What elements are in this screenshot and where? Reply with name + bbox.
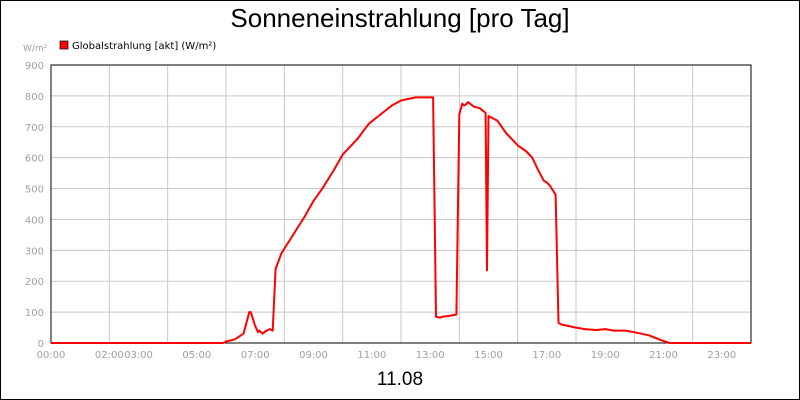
plot-border: [50, 64, 752, 344]
y-tick-labels: 0 100 200 300 400 500 600 700 800 900: [25, 61, 44, 350]
legend: Globalstrahlung [akt] (W/m²): [59, 40, 216, 52]
x-tick-label: 21:00: [649, 350, 678, 361]
x-tick-label: 19:00: [591, 350, 620, 361]
x-tick-label: 03:00: [124, 350, 153, 361]
x-tick-labels: 00:00 02:00 03:00 05:00 07:00 09:00 11:00 13:00…: [37, 350, 737, 361]
legend-label: Globalstrahlung [akt] (W/m²): [72, 41, 216, 52]
x-tick-label: 09:00: [299, 350, 328, 361]
grid-layer: [50, 64, 752, 344]
y-tick-label: 0: [38, 339, 44, 350]
x-tick-label: 05:00: [182, 350, 211, 361]
y-tick-label: 800: [25, 92, 44, 103]
x-tick-label: 17:00: [532, 350, 561, 361]
chart-title: Sonneneinstrahlung [pro Tag]: [230, 3, 570, 33]
x-tick-label: 00:00: [37, 350, 66, 361]
y-tick-label: 600: [25, 154, 44, 165]
x-tick-label: 11:00: [357, 350, 386, 361]
y-tick-label: 200: [25, 277, 44, 288]
series-line-globalstrahlung: [51, 96, 751, 344]
x-tick-label: 15:00: [474, 350, 503, 361]
legend-swatch: [59, 40, 69, 50]
y-tick-label: 300: [25, 246, 44, 257]
date-label: 11.08: [376, 369, 424, 390]
x-tick-label: 23:00: [707, 350, 736, 361]
y-axis-unit: W/m²: [23, 44, 48, 54]
y-tick-label: 700: [25, 123, 44, 134]
y-tick-label: 400: [25, 215, 44, 226]
x-tick-label: 13:00: [416, 350, 445, 361]
y-tick-label: 500: [25, 185, 44, 196]
x-tick-label: 02:00: [95, 350, 124, 361]
series-layer: [51, 96, 751, 344]
x-tick-label: 07:00: [241, 350, 270, 361]
y-tick-label: 900: [25, 61, 44, 72]
y-tick-label: 100: [25, 308, 44, 319]
